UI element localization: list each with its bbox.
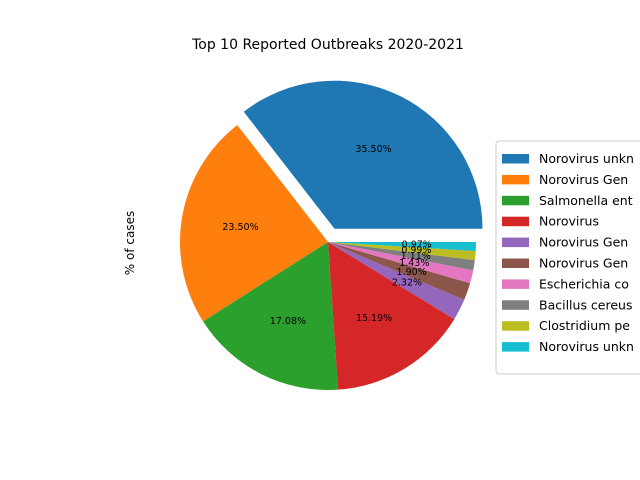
pie-slice	[328, 242, 471, 300]
legend: Norovirus unkn Norovirus Gen Salmonella en…	[495, 140, 640, 375]
legend-swatch	[502, 174, 529, 185]
legend-entry-label: Escherichia co	[539, 276, 629, 291]
percent-label: 1.43%	[399, 258, 429, 269]
legend-box	[495, 140, 640, 375]
pie-slice	[328, 242, 474, 284]
legend-entry-label: Bacillus cereus	[539, 297, 633, 312]
pie-slice	[328, 242, 476, 261]
pie-slice	[203, 242, 339, 391]
legend-swatch	[502, 237, 529, 248]
y-axis-label: % of cases	[123, 211, 137, 275]
legend-entry-label: Clostridium pe	[539, 318, 630, 333]
percent-label: 1.90%	[397, 267, 427, 278]
percent-label: 2.32%	[392, 278, 422, 289]
legend-entry-label: Norovirus unkn	[539, 339, 634, 354]
legend-swatch	[502, 279, 529, 289]
percent-labels: 35.50% 23.50% 17.08% 15.19% 2.32%1.90%1.43%1…	[222, 144, 431, 327]
pie-slices	[180, 80, 483, 391]
legend-entry-label: Norovirus Gen	[539, 235, 628, 250]
pie-slice	[180, 125, 328, 322]
percent-label: 17.08%	[270, 316, 306, 327]
pie-slice	[243, 80, 483, 229]
legend-swatch	[502, 258, 529, 268]
legend-entry-label: Norovirus unkn	[539, 151, 634, 166]
percent-label: 35.50%	[355, 144, 391, 155]
pie-slice	[328, 242, 475, 271]
pie-slice	[328, 242, 455, 390]
percent-label: 1.11%	[401, 251, 431, 262]
legend-entry-label: Norovirus	[539, 214, 599, 229]
legend-swatch	[502, 321, 529, 331]
percent-label: 0.99%	[401, 245, 431, 256]
percent-label: 15.19%	[356, 313, 392, 324]
pie-slice	[328, 242, 465, 320]
legend-swatch	[502, 216, 529, 227]
percent-label: 23.50%	[222, 222, 258, 233]
legend-swatch	[502, 342, 529, 352]
legend-swatch	[502, 195, 529, 206]
legend-swatch	[502, 154, 529, 164]
percent-label: 0.97%	[402, 240, 432, 251]
legend-entry-label: Norovirus Gen	[539, 172, 628, 187]
legend-entry-label: Salmonella ent	[539, 193, 633, 208]
legend-entry-label: Norovirus Gen	[539, 256, 628, 271]
chart-title: Top 10 Reported Outbreaks 2020-2021	[191, 37, 464, 53]
pie-slice	[328, 242, 476, 252]
legend-swatch	[502, 300, 529, 310]
